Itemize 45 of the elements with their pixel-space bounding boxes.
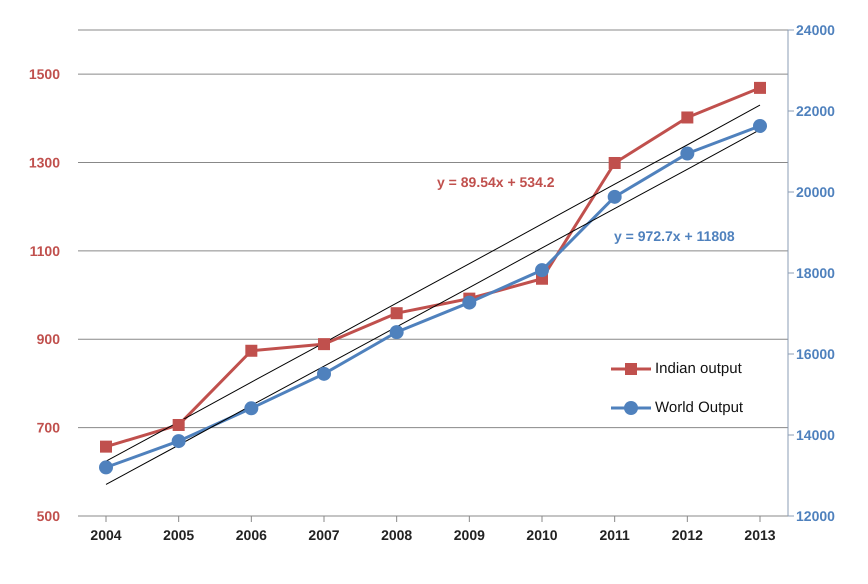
point [100,440,112,453]
y-tick-label: 700 [36,420,60,436]
annotation: y = 89.54x + 534.2 [437,174,555,190]
x-tick-label: 2012 [672,526,704,543]
point [754,82,766,94]
x-tick-label: 2010 [526,526,558,543]
point [390,325,404,340]
y2-tick-label: 18000 [796,264,836,281]
x-tick-label: 2013 [744,526,776,543]
y2-tick-label: 16000 [796,346,836,362]
y2-tick-label: 22000 [796,102,836,119]
y-tick-label: 1300 [28,154,60,171]
y2-tick-label: 12000 [796,508,836,524]
point [390,307,403,320]
x-tick-label: 2005 [163,526,194,543]
x-tick-label: 2009 [454,526,486,543]
legend-label: Indian output [655,360,742,377]
y-tick-label: 1100 [30,242,60,259]
point [317,366,331,381]
point [318,338,330,350]
x-tick-label: 2011 [599,526,630,543]
point [608,156,621,169]
point [244,401,258,416]
annotation: y = 972.7x + 11808 [614,228,735,244]
point [462,296,476,310]
point [99,460,113,474]
y-tick-label: 500 [36,508,60,524]
point [172,418,185,431]
x-tick-label: 2008 [381,526,412,543]
point [172,434,186,448]
x-tick-label: 2007 [308,526,340,543]
y2-tick-label: 24000 [796,22,836,38]
x-tick-label: 2006 [236,526,268,543]
point [535,263,549,278]
point [681,111,694,124]
x-tick-label: 2004 [90,526,122,543]
legend-label: World Output [655,399,744,416]
point [753,118,767,133]
point [680,146,694,161]
y-tick-label: 1500 [28,66,60,82]
y-tick-label: 900 [36,331,60,348]
point [608,190,622,204]
point [245,344,258,357]
y2-tick-label: 20000 [796,184,836,200]
y2-tick-label: 14000 [796,426,836,443]
